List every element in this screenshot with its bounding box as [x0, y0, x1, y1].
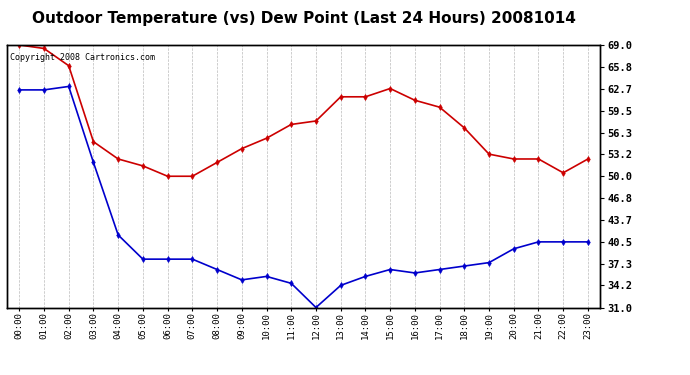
Text: Outdoor Temperature (vs) Dew Point (Last 24 Hours) 20081014: Outdoor Temperature (vs) Dew Point (Last…	[32, 11, 575, 26]
Text: Copyright 2008 Cartronics.com: Copyright 2008 Cartronics.com	[10, 53, 155, 62]
